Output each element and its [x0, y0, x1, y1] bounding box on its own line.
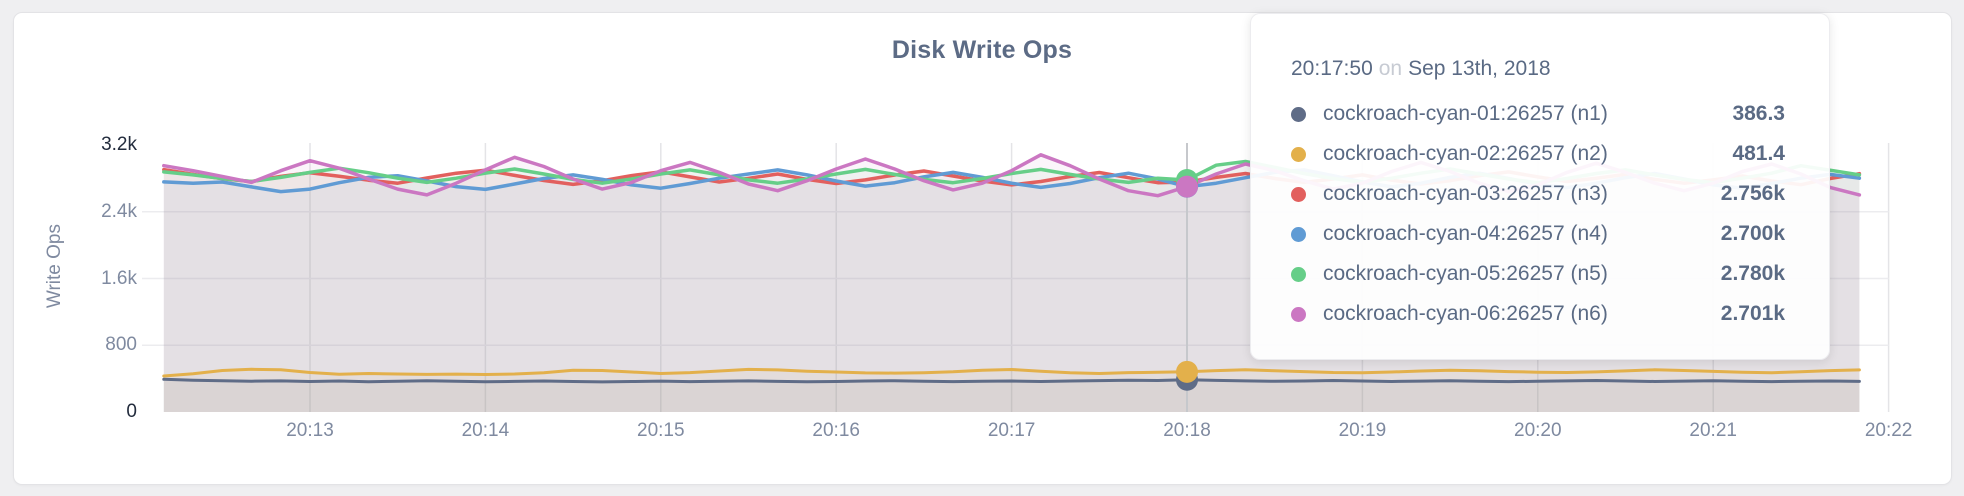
- series-value: 2.701k: [1720, 302, 1785, 325]
- series-area: [163, 379, 1860, 412]
- series-color-dot: [1291, 226, 1306, 242]
- series-label: cockroach-cyan-04:26257 (n4): [1323, 222, 1608, 245]
- series-value: 386.3: [1732, 102, 1785, 125]
- series-label: cockroach-cyan-01:26257 (n1): [1323, 102, 1608, 125]
- y-tick-label: 800: [105, 334, 137, 356]
- x-tick-label: 20:19: [1338, 420, 1387, 441]
- hover-point-dot: [1176, 360, 1198, 383]
- tooltip-preposition: on: [1378, 57, 1403, 80]
- y-tick-label: 0: [126, 401, 137, 422]
- chart-title: Disk Write Ops: [891, 36, 1073, 64]
- x-tick-label: 20:17: [987, 420, 1036, 441]
- x-tick-label: 20:18: [1163, 420, 1211, 441]
- tooltip-series-row: cockroach-cyan-06:26257 (n6) 2.701k: [1291, 294, 1785, 334]
- series-color-dot: [1291, 306, 1306, 322]
- series-label: cockroach-cyan-03:26257 (n3): [1323, 182, 1608, 205]
- y-axis-label: Write Ops: [44, 224, 65, 309]
- x-tick-label: 20:16: [812, 420, 860, 441]
- x-tick-label: 20:22: [1864, 420, 1913, 441]
- series-label: cockroach-cyan-06:26257 (n6): [1323, 302, 1608, 325]
- tooltip-header: 20:17:50 on Sep 13th, 2018: [1291, 56, 1785, 82]
- hover-point-dot: [1176, 175, 1198, 198]
- series-line: [162, 377, 1861, 384]
- series-value: 2.780k: [1720, 262, 1785, 285]
- tooltip-series-row: cockroach-cyan-02:26257 (n2) 481.4: [1291, 134, 1785, 174]
- series-value: 481.4: [1732, 142, 1785, 165]
- series-label: cockroach-cyan-05:26257 (n5): [1323, 262, 1608, 285]
- series-value: 2.756k: [1720, 182, 1785, 205]
- x-tick-label: 20:20: [1514, 420, 1562, 441]
- tooltip-series-row: cockroach-cyan-05:26257 (n5) 2.780k: [1291, 254, 1785, 294]
- series-color-dot: [1291, 106, 1306, 122]
- series-color-dot: [1291, 266, 1306, 282]
- y-tick-label: 1.6k: [101, 267, 137, 289]
- x-tick-label: 20:13: [286, 420, 334, 441]
- hover-tooltip: 20:17:50 on Sep 13th, 2018 cockroach-cyan-…: [1250, 13, 1830, 360]
- series-line: [162, 367, 1861, 378]
- tooltip-time: 20:17:50: [1291, 57, 1373, 80]
- series-color-dot: [1291, 146, 1306, 162]
- tooltip-series-row: cockroach-cyan-04:26257 (n4) 2.700k: [1291, 214, 1785, 254]
- x-tick-label: 20:15: [637, 420, 685, 441]
- series-label: cockroach-cyan-02:26257 (n2): [1323, 142, 1608, 165]
- y-tick-label: 2.4k: [101, 200, 137, 222]
- tooltip-series-row: cockroach-cyan-03:26257 (n3) 2.756k: [1291, 174, 1785, 214]
- x-tick-label: 20:21: [1689, 420, 1737, 441]
- tooltip-series-row: cockroach-cyan-01:26257 (n1) 386.3: [1291, 94, 1785, 134]
- series-value: 2.700k: [1720, 222, 1785, 245]
- series-color-dot: [1291, 186, 1306, 202]
- tooltip-date: Sep 13th, 2018: [1408, 57, 1551, 80]
- x-tick-label: 20:14: [461, 420, 510, 441]
- y-tick-label: 3.2k: [101, 134, 137, 155]
